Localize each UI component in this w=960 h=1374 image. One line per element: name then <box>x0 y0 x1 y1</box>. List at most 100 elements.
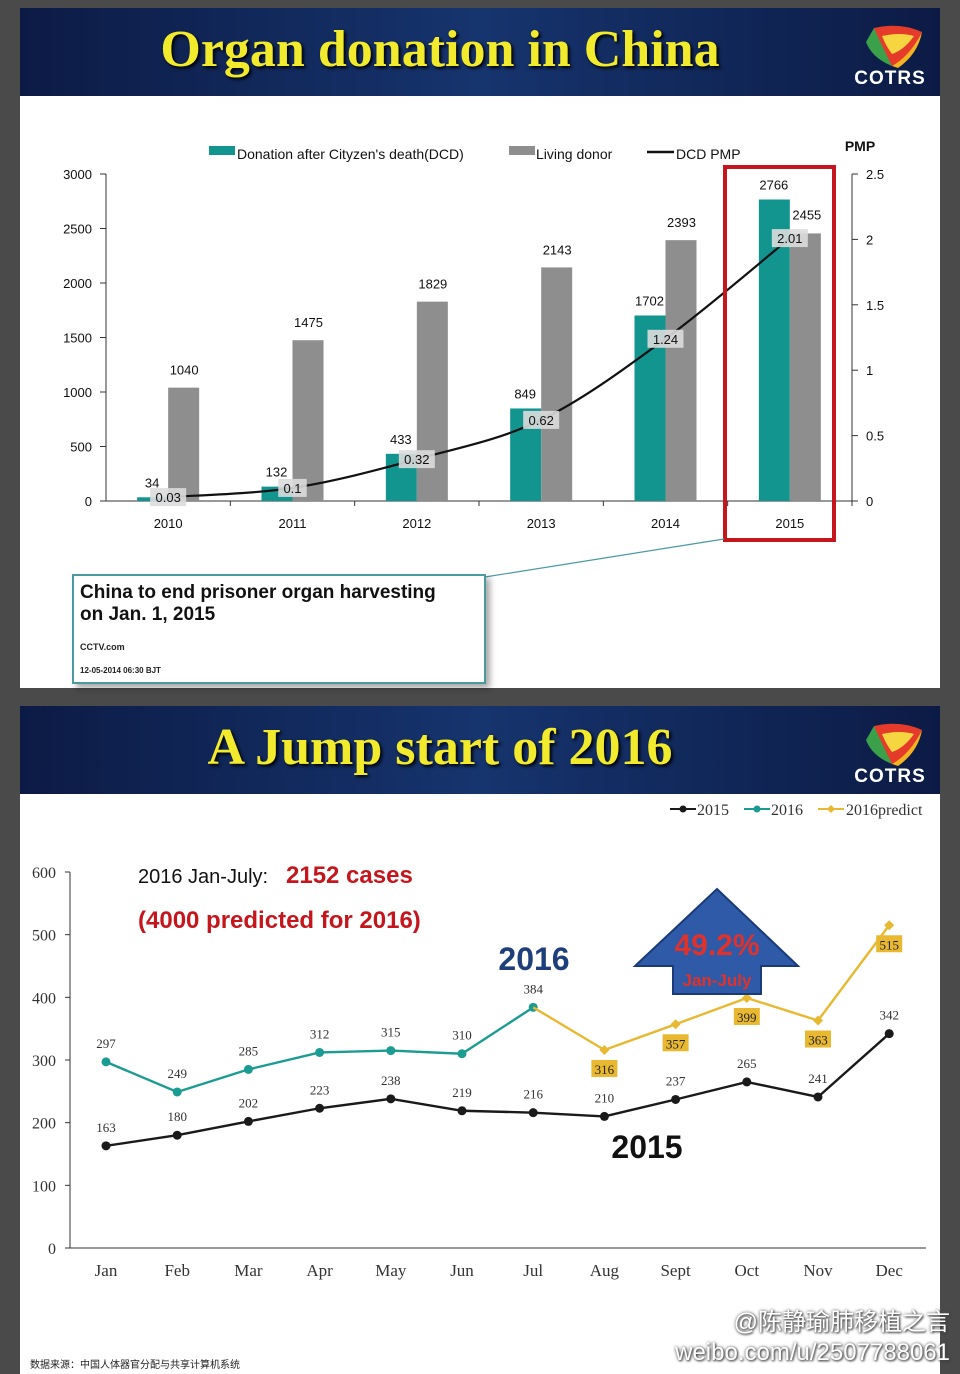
legend-marker-2016 <box>753 805 761 813</box>
highlight-2015-box <box>723 165 836 542</box>
x-tick-label: Aug <box>590 1261 620 1280</box>
marker-2015 <box>172 1130 182 1140</box>
logo-text: COTRS <box>854 68 926 89</box>
pmp-label-bg <box>278 478 307 497</box>
legend-swatch-living <box>509 146 535 155</box>
bar-living <box>168 387 200 501</box>
y-tick-label: 600 <box>32 865 56 882</box>
y2-tick-label: 2 <box>866 232 873 247</box>
marker-2015 <box>813 1092 823 1102</box>
marker-2015 <box>884 1029 894 1039</box>
marker-2016predict <box>741 992 752 1003</box>
bar-label-dcd: 1702 <box>635 293 664 308</box>
marker-2015 <box>315 1103 325 1113</box>
y-tick-label: 2500 <box>63 222 92 237</box>
news-clipping: China to end prisoner organ harvesting o… <box>72 574 486 684</box>
slide-organ-donation: Organ donation in China COTRS Donation a… <box>20 8 940 688</box>
marker-2015 <box>742 1077 752 1087</box>
right-axis-title: PMP <box>845 138 875 154</box>
label-2016: 2016 <box>498 941 569 977</box>
bar-living <box>416 301 448 501</box>
arrow-subtitle: Jan-July <box>683 971 753 990</box>
pmp-label-bg <box>523 410 560 429</box>
label-2015: 180 <box>167 1109 187 1124</box>
label-2016: 297 <box>96 1036 116 1051</box>
marker-2016 <box>315 1047 325 1057</box>
legend-label-dcd: Donation after Cityzen's death(DCD) <box>237 146 464 162</box>
y-tick-label: 2000 <box>63 276 92 291</box>
label-2015: 238 <box>381 1073 401 1088</box>
callout-connector <box>484 538 725 578</box>
marker-2015 <box>671 1094 681 1104</box>
bar-label-dcd: 132 <box>266 465 288 480</box>
label-2015: 216 <box>523 1087 543 1102</box>
y-tick-label: 400 <box>32 990 56 1007</box>
marker-2016 <box>172 1087 182 1097</box>
legend-label-pmp: DCD PMP <box>676 146 741 162</box>
label-2015: 219 <box>452 1085 472 1100</box>
predict-label: 515 <box>879 937 899 952</box>
monthly-line-chart: 2015 2016 2016predict 0 100 200 300 400 500 60… <box>32 802 926 1280</box>
y-tick-label: 0 <box>85 494 92 509</box>
slide-jump-start-2016: A Jump start of 2016 COTRS 2015 2016 201… <box>20 706 940 1374</box>
cotrs-logo: COTRS <box>852 24 928 90</box>
bar-label-dcd: 433 <box>390 432 412 447</box>
label-2015: 237 <box>666 1073 686 1088</box>
marker-2016predict <box>884 920 895 931</box>
marker-2015 <box>599 1111 609 1121</box>
x-tick-label: Apr <box>306 1261 333 1280</box>
chart1-data-labels: 34 1040 132 1475 433 1829 849 2143 1702 2393 2766 2… <box>145 178 821 507</box>
legend-swatch-dcd <box>209 146 235 155</box>
marker-2015 <box>528 1108 538 1118</box>
label-2015: 202 <box>239 1095 259 1110</box>
slide2-title: A Jump start of 2016 <box>207 719 673 776</box>
y-tick-label: 300 <box>32 1053 56 1070</box>
bar-label-living: 1475 <box>294 315 323 330</box>
legend-label-living: Living donor <box>536 146 613 162</box>
label-2015: 2015 <box>611 1129 682 1165</box>
pmp-label: 0.03 <box>156 490 181 505</box>
news-date: 12-05-2014 06:30 BJT <box>80 666 161 675</box>
y-tick-label: 200 <box>32 1116 56 1133</box>
marker-2016 <box>101 1057 111 1067</box>
chart1-axes: 0 500 1000 1500 2000 2500 3000 0 0.5 1 1.5 2 2.5 2010… <box>63 167 884 531</box>
chart1-bars <box>137 199 821 502</box>
watermark-user: @陈静瑜肺移植之言 <box>733 1309 950 1336</box>
pmp-label: 0.62 <box>529 413 554 428</box>
label-2016: 384 <box>523 981 543 996</box>
slide1-title: Organ donation in China <box>160 21 720 78</box>
y-tick-label: 100 <box>32 1178 56 1195</box>
legend-label-2016predict: 2016predict <box>846 802 923 819</box>
marker-2015 <box>457 1106 467 1116</box>
label-2015: 265 <box>737 1056 757 1071</box>
x-tick-label: Mar <box>234 1261 263 1280</box>
x-tick-label: Dec <box>876 1261 904 1280</box>
label-2015: 241 <box>808 1071 828 1086</box>
pmp-label: 2.01 <box>777 231 802 246</box>
news-headline: China to end prisoner organ harvesting o… <box>80 582 436 625</box>
marker-2016 <box>386 1046 396 1056</box>
x-tick-label: Oct <box>735 1261 760 1280</box>
cotrs-logo-icon <box>866 723 922 766</box>
label-2016: 285 <box>239 1043 259 1058</box>
news-source: CCTV.com <box>80 642 125 652</box>
label-2015: 342 <box>879 1008 899 1023</box>
chart1-pmp-line <box>168 237 791 499</box>
predict-label-bg <box>662 1034 689 1052</box>
dcd-bar-chart: Donation after Cityzen's death(DCD) Livi… <box>63 138 884 578</box>
cotrs-logo-icon <box>866 25 922 68</box>
annotation-predicted: (4000 predicted for 2016) <box>138 907 421 934</box>
line-2016predict <box>532 924 891 1052</box>
predict-label: 363 <box>808 1033 828 1048</box>
bar-label-living: 1040 <box>170 363 199 378</box>
pmp-label: 1.24 <box>653 332 678 347</box>
chart2-series <box>101 920 895 1151</box>
predict-label: 316 <box>595 1062 615 1077</box>
data-source-note: 数据来源：中国人体器官分配与共享计算机系统 <box>30 1360 240 1371</box>
bar-living <box>292 340 324 501</box>
predict-label: 399 <box>737 1010 757 1025</box>
chart2-data-labels: 163 180 202 223 238 219 216 210 237 265 241 342 297 2… <box>96 935 903 1135</box>
bar-label-dcd: 34 <box>145 475 159 490</box>
chart1-legend: Donation after Cityzen's death(DCD) Livi… <box>209 146 741 162</box>
marker-2016predict <box>813 1015 823 1026</box>
